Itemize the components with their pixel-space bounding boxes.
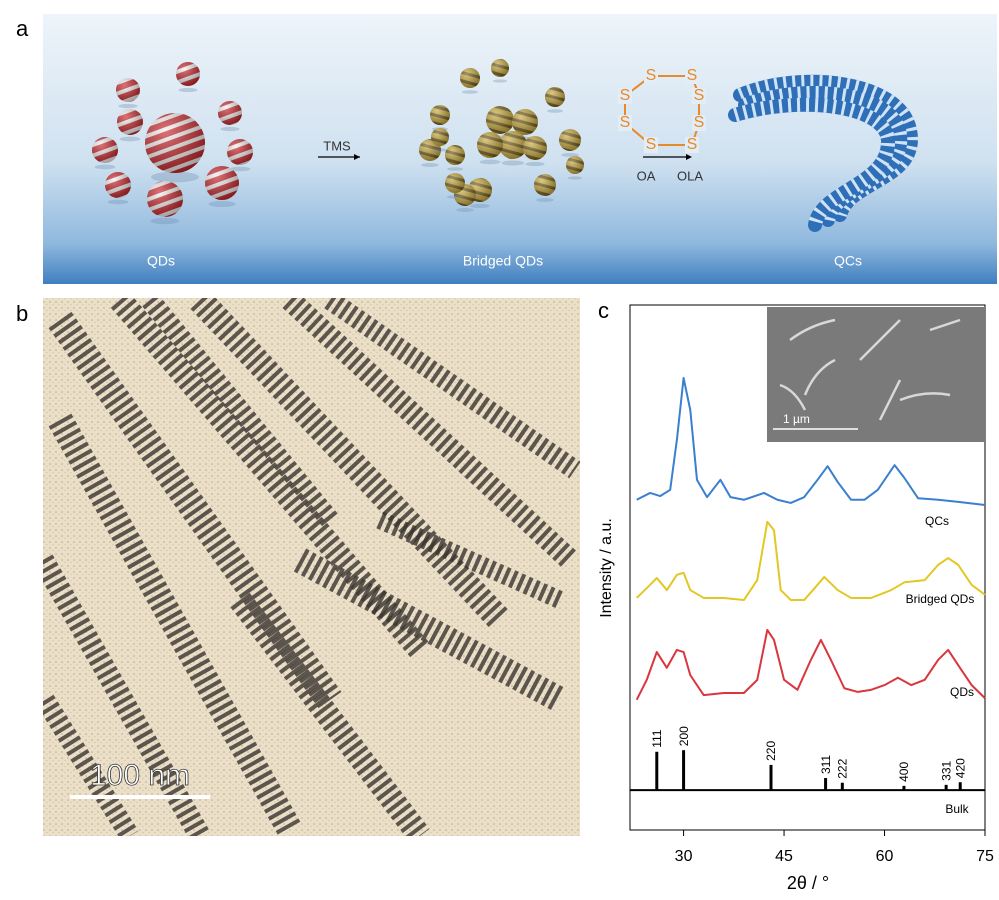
atom-label: S bbox=[694, 114, 705, 131]
particle-shade bbox=[105, 172, 131, 198]
x-tick-label: 60 bbox=[876, 848, 894, 865]
peak-index: 311 bbox=[819, 755, 833, 774]
shadow bbox=[120, 137, 141, 142]
scheme-label: Bridged QDs bbox=[463, 253, 543, 269]
atom-label: S bbox=[646, 67, 657, 84]
y-axis-label: Intensity / a.u. bbox=[598, 518, 615, 618]
peak-index: 331 bbox=[939, 761, 953, 781]
scale-bar-label: 100 nm bbox=[90, 759, 190, 792]
shadow bbox=[447, 195, 463, 199]
x-tick-label: 45 bbox=[775, 848, 793, 865]
series-label: Bridged QDs bbox=[906, 592, 975, 606]
shadow bbox=[178, 88, 197, 92]
page: a b c TMS SSSSSSSS OA OLA QDs Bridged QD… bbox=[0, 0, 999, 895]
atom-label: S bbox=[694, 87, 705, 104]
particle-shade bbox=[499, 131, 527, 159]
shadow bbox=[493, 79, 507, 82]
atom-label: S bbox=[620, 114, 631, 131]
atom-label: S bbox=[646, 136, 657, 153]
shadow bbox=[95, 165, 116, 170]
particle-shade bbox=[445, 173, 465, 193]
atom-label: S bbox=[687, 136, 698, 153]
xrd-curve bbox=[637, 630, 985, 700]
particle-shade bbox=[430, 105, 450, 125]
particle-shade bbox=[227, 139, 253, 165]
series-label: QCs bbox=[925, 514, 949, 528]
shadow bbox=[433, 148, 447, 151]
peak-index: 200 bbox=[677, 726, 691, 746]
shadow bbox=[151, 172, 199, 183]
particle-shade bbox=[534, 174, 556, 196]
peak-index: 222 bbox=[836, 758, 850, 778]
xrd-chart: 1 µm Intensity / a.u. 2θ / ° 30 45 60 75 QCs… bbox=[598, 305, 994, 893]
scheme-label: QCs bbox=[834, 253, 862, 269]
particle-shade bbox=[486, 106, 514, 134]
panel-label: b bbox=[16, 301, 28, 326]
panel-label: c bbox=[598, 298, 609, 323]
particle-shade bbox=[477, 132, 503, 158]
shadow bbox=[220, 127, 239, 131]
particle-shade bbox=[176, 62, 200, 86]
shadow bbox=[151, 218, 180, 224]
shadow bbox=[525, 162, 544, 166]
particle-shade bbox=[205, 166, 239, 200]
x-tick-label: 30 bbox=[675, 848, 693, 865]
shadow bbox=[208, 201, 235, 207]
shadow bbox=[536, 198, 554, 202]
shadow bbox=[456, 208, 474, 212]
shadow bbox=[462, 90, 478, 94]
shadow bbox=[568, 176, 582, 179]
arrow-label: OA bbox=[637, 168, 656, 183]
scheme-label: QDs bbox=[147, 253, 175, 269]
shadow bbox=[547, 109, 563, 113]
peak-index: 420 bbox=[953, 758, 967, 778]
series-label: QDs bbox=[950, 685, 974, 699]
shadow bbox=[480, 160, 501, 165]
shadow bbox=[421, 163, 439, 167]
peak-index: 220 bbox=[764, 741, 778, 761]
particle-shade bbox=[116, 78, 140, 102]
arrow-label: TMS bbox=[323, 138, 351, 153]
particle-shade bbox=[559, 129, 581, 151]
particle-shade bbox=[460, 68, 480, 88]
particle-shade bbox=[545, 87, 565, 107]
inset-scale-label: 1 µm bbox=[783, 412, 810, 426]
particle-shade bbox=[147, 181, 183, 217]
tem-image: 100 nm bbox=[43, 298, 580, 836]
particle-shade bbox=[431, 128, 449, 146]
atom-label: S bbox=[687, 67, 698, 84]
particle-shade bbox=[566, 156, 584, 174]
shadow bbox=[447, 167, 463, 171]
shadow bbox=[108, 200, 129, 205]
particle-shade bbox=[512, 109, 538, 135]
shadow bbox=[502, 160, 524, 165]
particle-shade bbox=[445, 145, 465, 165]
particle-shade bbox=[523, 136, 547, 160]
peak-index: 111 bbox=[650, 729, 664, 748]
xrd-curve bbox=[637, 522, 985, 600]
panel-label: a bbox=[16, 16, 29, 41]
peak-index: 400 bbox=[897, 762, 911, 782]
particle-shade bbox=[92, 137, 118, 163]
particle-shade bbox=[117, 109, 143, 135]
figure: a b c TMS SSSSSSSS OA OLA QDs Bridged QD… bbox=[0, 0, 999, 895]
x-axis-label: 2θ / ° bbox=[787, 873, 829, 893]
arrow-label: OLA bbox=[677, 168, 703, 183]
particle-shade bbox=[218, 101, 242, 125]
particle-shade bbox=[145, 113, 205, 173]
particle-shade bbox=[491, 59, 509, 77]
shadow bbox=[118, 104, 137, 108]
atom-label: S bbox=[620, 87, 631, 104]
series-label: Bulk bbox=[945, 802, 969, 816]
x-tick-label: 75 bbox=[976, 848, 994, 865]
shadow bbox=[470, 204, 489, 208]
